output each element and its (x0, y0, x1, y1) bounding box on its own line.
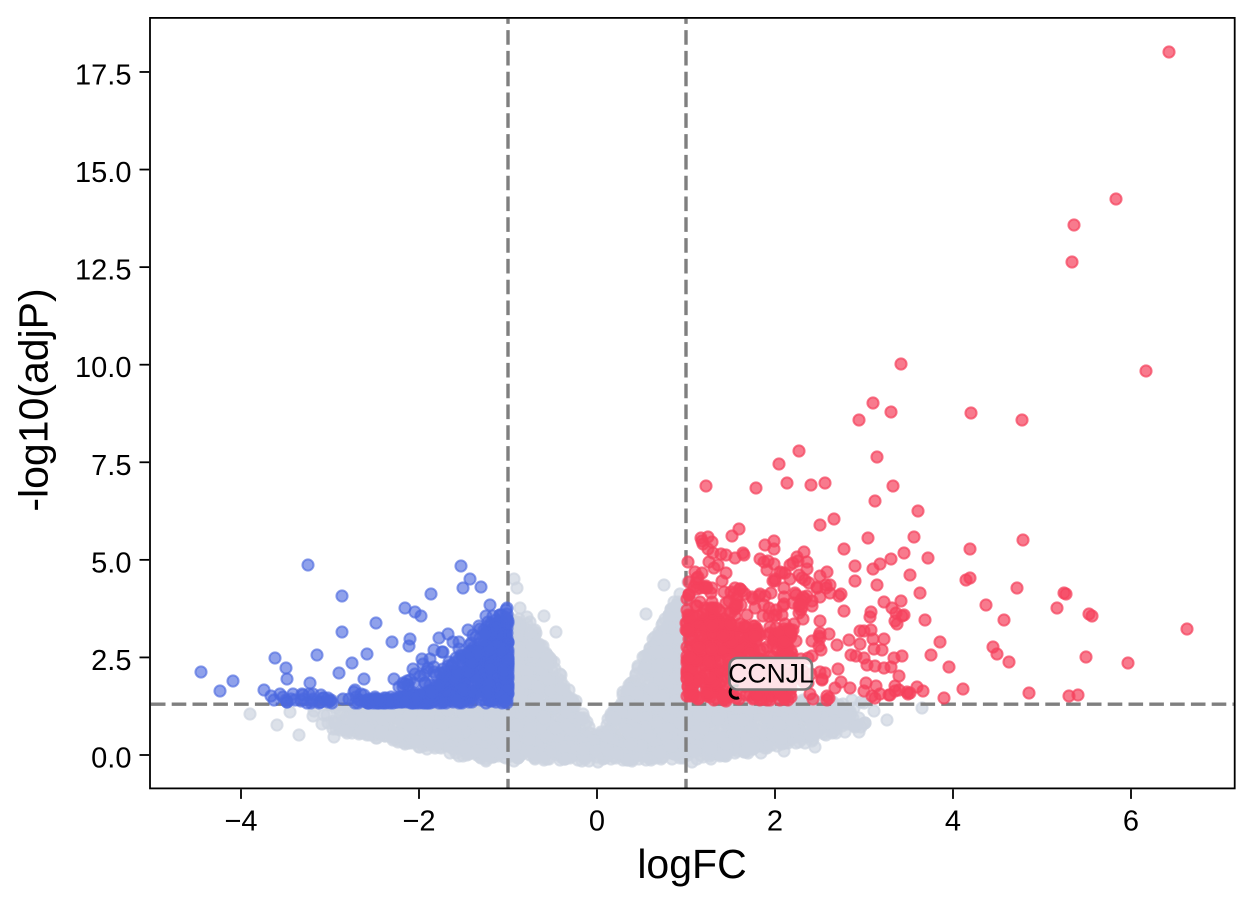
svg-text:-log10(adjP): -log10(adjP) (11, 288, 57, 511)
svg-text:2.5: 2.5 (91, 645, 131, 677)
svg-text:−4: −4 (224, 806, 257, 838)
svg-text:0: 0 (589, 806, 605, 838)
svg-text:15.0: 15.0 (75, 157, 131, 189)
svg-text:5.0: 5.0 (91, 547, 131, 579)
svg-text:12.5: 12.5 (75, 255, 131, 287)
svg-text:7.5: 7.5 (91, 450, 131, 482)
svg-text:0.0: 0.0 (91, 743, 131, 775)
svg-text:6: 6 (1123, 806, 1139, 838)
svg-text:4: 4 (945, 806, 961, 838)
svg-text:2: 2 (767, 806, 783, 838)
svg-text:10.0: 10.0 (75, 352, 131, 384)
svg-text:logFC: logFC (637, 841, 746, 887)
svg-text:−2: −2 (402, 806, 435, 838)
svg-text:17.5: 17.5 (75, 59, 131, 91)
svg-text:CCNJL: CCNJL (728, 659, 813, 689)
